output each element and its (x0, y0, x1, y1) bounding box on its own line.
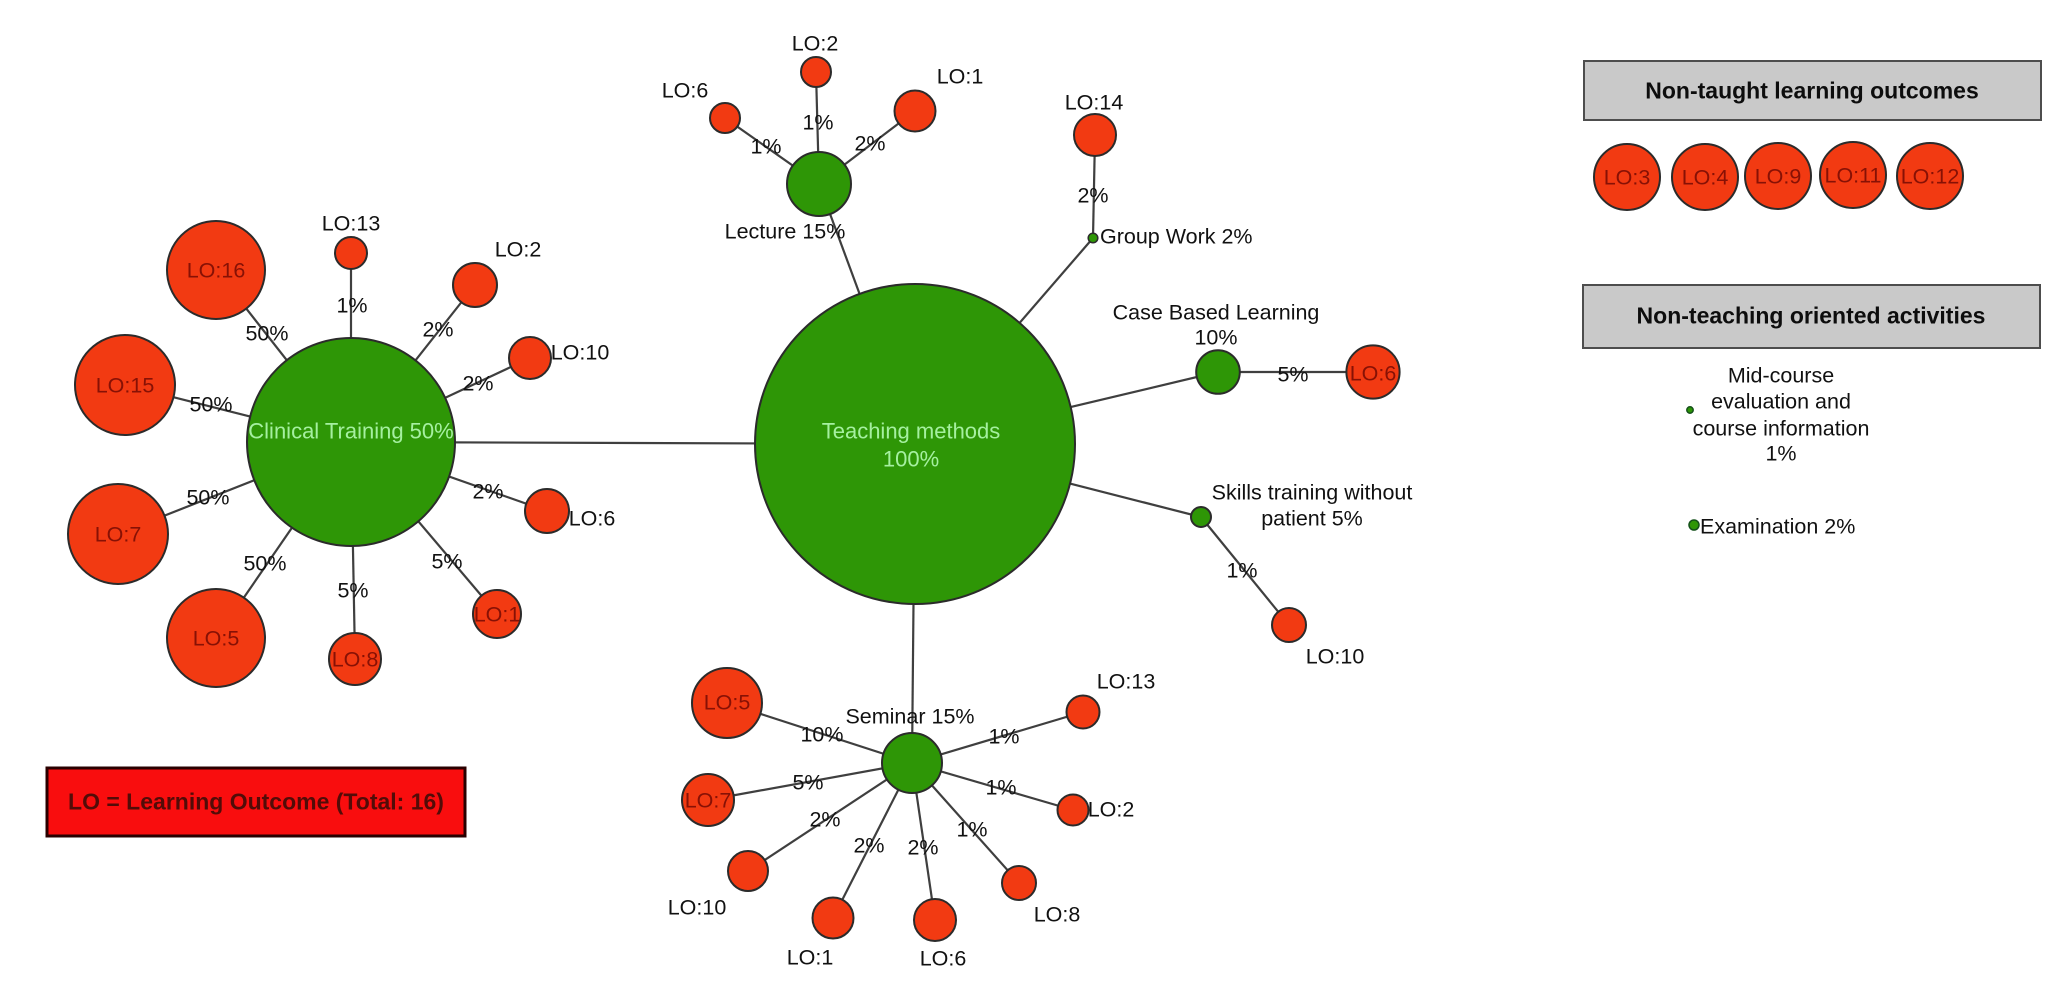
svg-text:1%: 1% (802, 111, 833, 135)
svg-text:Non-taught learning outcomes: Non-taught learning outcomes (1645, 78, 1979, 104)
svg-text:LO:1: LO:1 (787, 946, 834, 970)
svg-text:Non-teaching oriented activiti: Non-teaching oriented activities (1637, 303, 1986, 329)
svg-text:LO:2: LO:2 (1088, 798, 1135, 822)
svg-text:Teaching methods: Teaching methods (822, 419, 1001, 444)
svg-text:LO:16: LO:16 (187, 259, 246, 283)
svg-text:1%: 1% (1226, 559, 1257, 583)
svg-text:LO:4: LO:4 (1682, 166, 1729, 190)
svg-text:1%: 1% (336, 294, 367, 318)
svg-text:Examination 2%: Examination 2% (1700, 515, 1855, 539)
svg-text:10%: 10% (1194, 326, 1237, 350)
svg-text:LO:1: LO:1 (474, 603, 521, 627)
svg-text:LO:2: LO:2 (495, 238, 542, 262)
svg-text:5%: 5% (1277, 363, 1308, 387)
svg-text:LO:6: LO:6 (920, 947, 967, 971)
svg-text:LO:9: LO:9 (1755, 165, 1802, 189)
svg-text:LO:3: LO:3 (1604, 166, 1651, 190)
svg-text:2%: 2% (853, 834, 884, 858)
svg-text:LO:15: LO:15 (96, 374, 155, 398)
svg-text:1%: 1% (988, 725, 1019, 749)
svg-text:evaluation and: evaluation and (1711, 390, 1851, 414)
svg-text:LO:2: LO:2 (792, 32, 839, 56)
svg-text:LO:14: LO:14 (1065, 91, 1124, 115)
svg-text:LO = Learning Outcome (Total:: LO = Learning Outcome (Total: 16) (68, 789, 444, 815)
svg-text:1%: 1% (956, 818, 987, 842)
svg-text:LO:7: LO:7 (685, 789, 732, 813)
svg-text:patient 5%: patient 5% (1261, 507, 1363, 531)
svg-text:50%: 50% (243, 552, 286, 576)
svg-text:100%: 100% (883, 447, 939, 472)
svg-text:LO:12: LO:12 (1901, 165, 1960, 189)
svg-text:LO:11: LO:11 (1825, 164, 1882, 188)
svg-text:Lecture 15%: Lecture 15% (725, 220, 846, 244)
svg-text:1%: 1% (750, 135, 781, 159)
svg-text:50%: 50% (186, 486, 229, 510)
svg-text:Clinical Training 50%: Clinical Training 50% (248, 419, 453, 444)
svg-text:Seminar 15%: Seminar 15% (845, 705, 974, 729)
svg-text:5%: 5% (792, 771, 823, 795)
svg-text:LO:6: LO:6 (662, 79, 709, 103)
svg-text:LO:10: LO:10 (1306, 645, 1365, 669)
svg-text:LO:6: LO:6 (569, 507, 616, 531)
svg-text:Skills training without: Skills training without (1212, 481, 1413, 505)
svg-text:LO:10: LO:10 (551, 341, 610, 365)
svg-text:1%: 1% (1765, 442, 1796, 466)
svg-text:LO:13: LO:13 (1097, 670, 1156, 694)
svg-text:2%: 2% (462, 372, 493, 396)
svg-text:5%: 5% (337, 579, 368, 603)
svg-text:2%: 2% (854, 132, 885, 156)
svg-text:LO:7: LO:7 (95, 523, 142, 547)
svg-text:2%: 2% (1077, 184, 1108, 208)
svg-text:LO:5: LO:5 (193, 627, 240, 651)
svg-text:Mid-course: Mid-course (1728, 364, 1834, 388)
svg-text:50%: 50% (245, 322, 288, 346)
svg-text:Group Work 2%: Group Work 2% (1100, 225, 1253, 249)
svg-text:LO:8: LO:8 (332, 648, 379, 672)
svg-text:LO:10: LO:10 (668, 896, 727, 920)
svg-text:LO:8: LO:8 (1034, 903, 1081, 927)
svg-text:LO:5: LO:5 (704, 691, 751, 715)
svg-text:10%: 10% (800, 723, 843, 747)
svg-text:LO:6: LO:6 (1350, 362, 1397, 386)
svg-text:2%: 2% (472, 480, 503, 504)
svg-text:5%: 5% (431, 550, 462, 574)
svg-text:Case Based Learning: Case Based Learning (1113, 301, 1320, 325)
svg-text:2%: 2% (907, 836, 938, 860)
svg-text:1%: 1% (985, 776, 1016, 800)
svg-text:LO:1: LO:1 (937, 65, 984, 89)
svg-text:2%: 2% (422, 318, 453, 342)
svg-text:course information: course information (1693, 417, 1870, 441)
svg-text:2%: 2% (809, 808, 840, 832)
svg-text:LO:13: LO:13 (322, 212, 381, 236)
svg-text:50%: 50% (189, 393, 232, 417)
